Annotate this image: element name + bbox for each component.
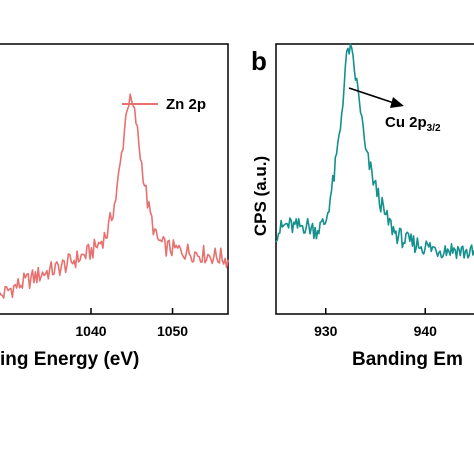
x-tick-label: 930 [314, 323, 338, 339]
annotation-arrowhead [390, 97, 404, 108]
x-tick-label: 940 [414, 323, 438, 339]
zn-2p-panel: 1040 1050 Zn 2p ing Energy (eV) [0, 43, 229, 370]
zn-2p-spectrum-line [0, 93, 229, 299]
annotation-main: Cu 2p [385, 114, 427, 131]
cu-2p-spectrum-line [275, 43, 474, 260]
annotation-subscript: 3/2 [427, 123, 441, 134]
panel-b-frame [275, 43, 474, 315]
x-tick-label: 1040 [75, 323, 106, 339]
annotation-label: Cu 2p3/2 [385, 114, 441, 134]
cu-2p-panel: b 930 940 CPS (a.u.) Cu 2p3/2 Banding Em [251, 43, 474, 370]
annotation-arrow [348, 87, 398, 105]
panel-label-b: b [251, 46, 267, 76]
x-axis-title: ing Energy (eV) [0, 349, 139, 370]
legend-label: Zn 2p [166, 96, 206, 113]
x-axis-title-b: Banding Em [352, 349, 463, 370]
x-tick-label: 1050 [157, 323, 188, 339]
panel-a-frame [0, 43, 229, 315]
y-axis-title: CPS (a.u.) [251, 156, 270, 236]
